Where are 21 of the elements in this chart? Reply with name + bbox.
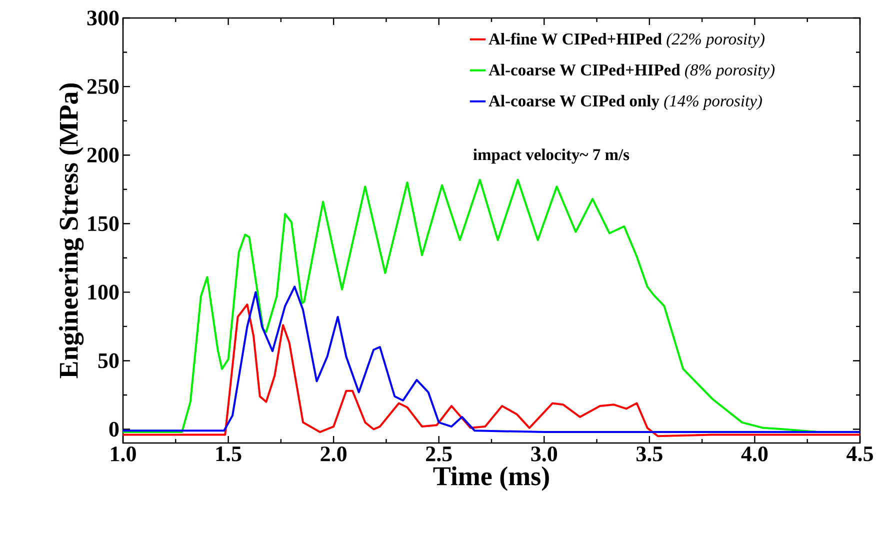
x-axis-title: Time (ms) — [433, 466, 549, 491]
legend-label: Al-fine W CIPed+HIPed (22% porosity) — [488, 32, 764, 48]
x-tick-label: 1.0 — [111, 446, 136, 462]
x-tick-label: 3.5 — [636, 446, 662, 462]
y-axis-title: Engineering Stress (MPa) — [58, 83, 84, 378]
x-tick-label: 3.0 — [531, 446, 558, 462]
y-tick-label: 100 — [88, 284, 119, 300]
annotation: impact velocity~ 7 m/s — [473, 148, 630, 164]
x-tick-label: 2.0 — [320, 446, 346, 462]
y-tick-label: 300 — [87, 10, 119, 26]
y-tick-label: 150 — [88, 216, 119, 232]
x-tick-label: 2.5 — [426, 446, 452, 462]
x-tick-label: 4.5 — [846, 446, 873, 462]
x-tick-label: 1.5 — [216, 446, 242, 462]
y-tick-label: 50 — [98, 353, 119, 368]
y-tick-label: 250 — [87, 79, 119, 94]
y-tick-label: 200 — [87, 148, 119, 163]
legend-label: Al-coarse W CIPed only (14% porosity) — [488, 94, 762, 110]
legend-label: Al-coarse W CIPed+HIPed (8% porosity) — [488, 64, 775, 79]
x-tick-label: 4.0 — [741, 446, 768, 462]
y-tick-label: 0 — [109, 422, 119, 437]
